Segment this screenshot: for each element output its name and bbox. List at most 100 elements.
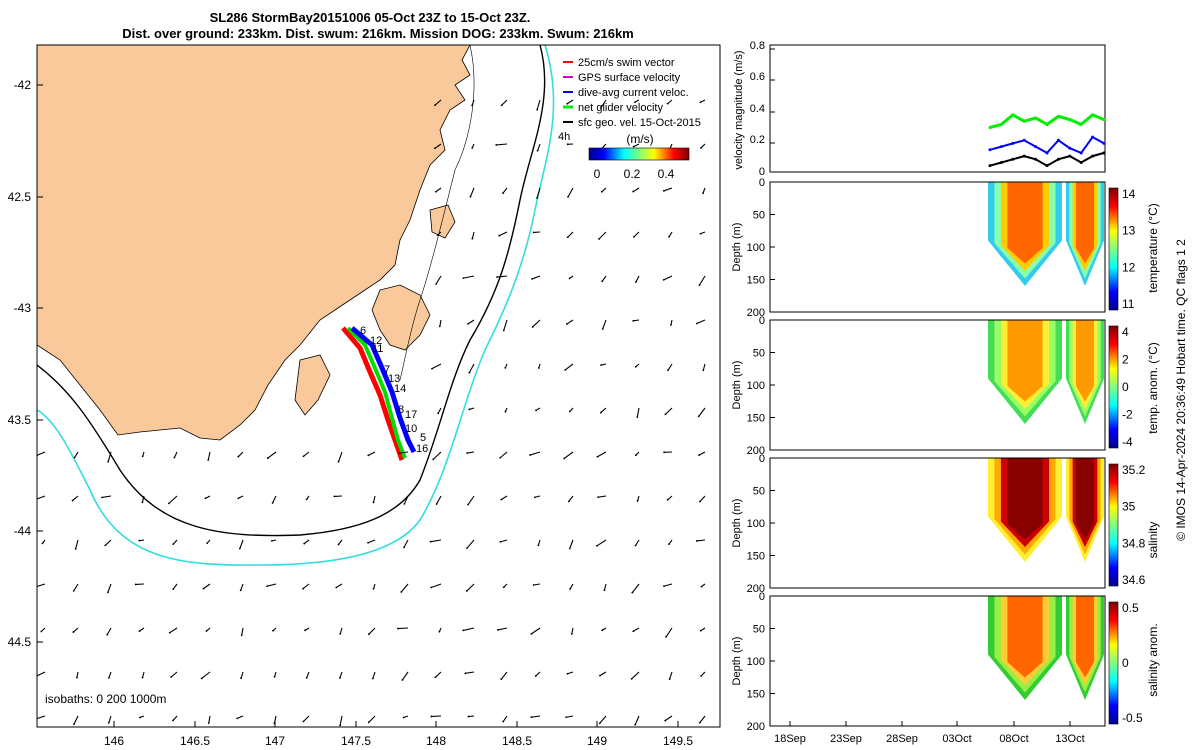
current-arrow-head [597,496,600,499]
current-arrow [667,99,673,105]
current-arrow [665,627,673,638]
land-tasmania [37,45,471,441]
depth-tick: 200 [747,307,765,319]
current-arrow [37,671,46,677]
current-arrow [696,319,706,325]
current-arrow-head [699,500,701,503]
current-arrow-head [303,542,306,545]
current-arrow-head [536,197,538,199]
current-arrow-head [73,456,76,459]
current-arrow-head [569,588,572,590]
current-arrow-head [74,547,77,550]
current-arrow [439,319,442,327]
current-arrow [75,539,79,550]
colorbar-tick-0: 0 [594,167,601,181]
current-arrow [397,627,409,630]
current-arrow [142,671,145,678]
velocity-frame [769,44,1106,173]
section-temperature: 0 50 100 150 200 Depth (m) 14 13 12 11 [731,177,1136,319]
current-arrow [466,539,475,549]
current-arrow [469,187,475,197]
current-arrow-head [566,102,569,105]
current-arrow [698,451,706,456]
current-arrow [107,451,112,462]
current-arrow-head [168,502,170,505]
current-arrow-head [173,456,176,459]
current-arrow-head [567,196,569,198]
current-arrow-head [531,326,534,328]
map-panel: 6 12 11 7 13 14 8 17 10 5 16 25cm/s swim… [8,44,721,748]
current-arrow-head [430,715,433,718]
colorbar-tick: 0 [1122,656,1129,670]
current-arrow-head [462,277,465,280]
glider-track-red [341,326,405,461]
current-arrow-head [568,277,571,280]
current-arrow-head [339,632,342,635]
velocity-point [999,122,1003,126]
current-arrow-head [302,455,305,458]
day-label-14: 14 [394,383,406,395]
depth-ylabel: Depth (m) [731,499,743,548]
current-arrow-head [502,720,505,723]
current-arrow-head [700,147,702,149]
current-arrow [367,539,376,544]
velocity-point [999,145,1003,149]
current-arrow-head [670,324,672,326]
section-colorbar [1108,601,1119,725]
current-arrow [73,583,79,592]
current-arrow [699,495,706,502]
current-arrow-head [270,539,273,542]
current-arrow-head [600,190,603,193]
colorbar-tick-1: 0.2 [624,167,641,181]
current-arrow-head [372,501,375,504]
current-arrow-head [634,723,637,726]
depth-tick: 200 [747,721,765,733]
current-arrow [564,363,574,371]
velocity-point [1056,157,1060,161]
current-arrow-head [438,325,441,328]
velocity-point [1102,141,1106,145]
glider-track-blue [350,326,417,454]
current-arrow [700,671,706,677]
current-arrow [306,671,310,679]
depth-tick: 150 [747,689,765,701]
current-arrow [266,583,277,587]
colorbar-tick: 2 [1122,353,1129,367]
current-arrow [437,407,442,414]
current-arrow-head [465,590,468,592]
colorbar-tick: 35 [1122,500,1136,514]
current-arrow [698,407,706,417]
map-frame [36,44,721,728]
sanom-cbar-label: salinity anom. [1146,623,1160,696]
date-tick-4: 08Oct [999,733,1028,745]
current-arrow-head [337,543,340,546]
current-arrow-head [396,627,399,630]
current-arrow [399,451,409,454]
legend-dive: dive-avg current veloc. [578,87,689,99]
map-xtick-0: 146 [104,734,124,748]
section-data-band [1075,320,1095,402]
current-arrow [368,715,376,723]
current-arrow-head [601,280,604,283]
four-h-label: 4h [558,131,570,143]
current-arrow [172,539,178,545]
current-arrow [499,231,508,237]
current-arrow [632,187,640,193]
current-arrow-head [436,234,439,237]
current-arrow-head [529,454,531,456]
current-arrow-head [700,675,703,677]
current-arrow [596,539,607,547]
current-arrow [567,671,574,675]
velocity-point [1091,154,1095,158]
current-arrow [602,319,607,330]
depth-tick: 200 [747,445,765,457]
current-arrow-head [466,547,468,549]
current-arrow-head [695,540,698,542]
current-arrow [339,671,343,679]
current-arrow-head [371,677,374,680]
current-arrow-head [239,589,242,592]
current-arrow [106,627,112,635]
current-arrow [535,671,541,677]
current-arrow-head [106,591,109,594]
current-arrow-head [205,630,208,632]
